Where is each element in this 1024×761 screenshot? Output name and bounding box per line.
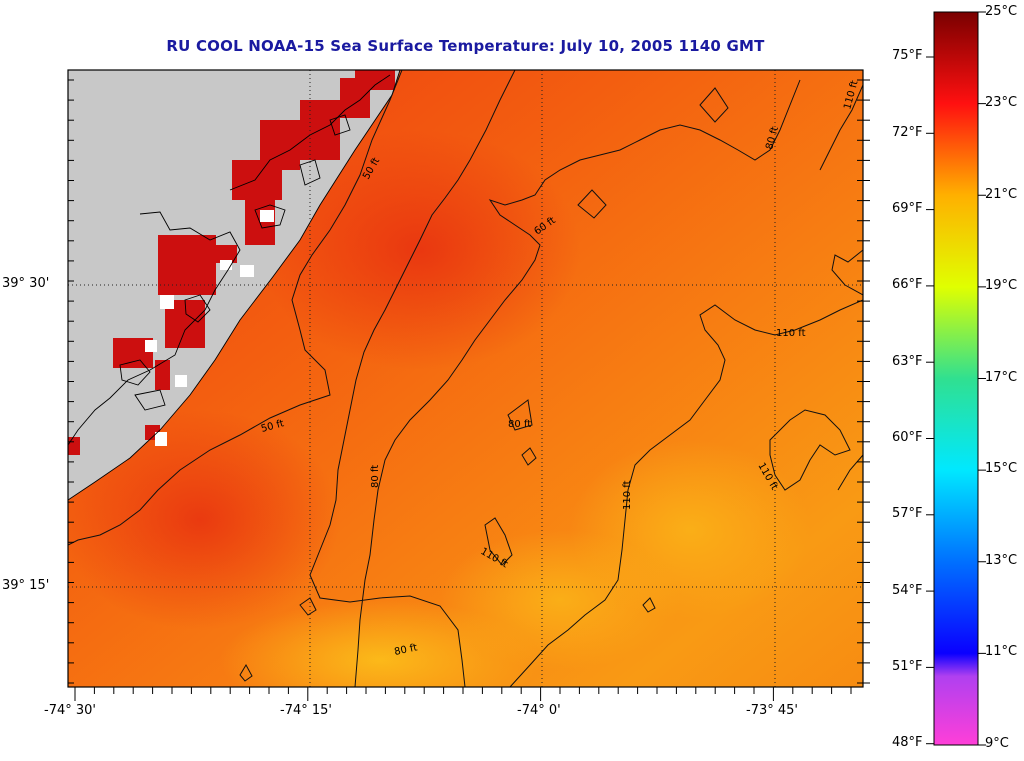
map-title: RU COOL NOAA-15 Sea Surface Temperature:… [166,37,765,55]
lon-label: -74° 30' [44,703,96,718]
fahrenheit-label: 57°F [892,506,923,521]
celsius-label: 15°C [985,461,1018,476]
coastline [68,70,401,501]
fahrenheit-label: 51°F [892,659,923,674]
celsius-label: 21°C [985,187,1018,202]
celsius-label: 11°C [985,644,1018,659]
fahrenheit-label: 72°F [892,125,923,140]
land-area [68,70,400,500]
colorbar [926,11,986,746]
colorbar-fill [933,11,979,746]
celsius-label: 17°C [985,370,1018,385]
contour-label: 80 ft [393,642,418,658]
colorbar-ticks [926,11,986,746]
contour-label: 110 ft [776,328,806,339]
celsius-label: 23°C [985,95,1018,110]
warm-patch [260,130,580,370]
fahrenheit-label: 69°F [892,201,923,216]
axis-ticks [68,79,870,701]
contour-label: 80 ft [508,419,531,430]
fahrenheit-label: 60°F [892,430,923,445]
lon-label: -73° 45' [746,703,798,718]
map-frame [67,69,864,688]
lat-label: 39° 30' [2,276,50,291]
celsius-label: 9°C [985,736,1009,751]
celsius-label: 13°C [985,553,1018,568]
contour-label: 110 ft [622,480,633,510]
graticule [68,70,863,687]
lat-label: 39° 15' [2,578,50,593]
warm-patch [68,410,340,630]
fahrenheit-label: 48°F [892,735,923,750]
contour-label: 80 ft [370,465,381,488]
celsius-label: 25°C [985,4,1018,19]
fahrenheit-label: 63°F [892,354,923,369]
lon-label: -74° 15' [280,703,332,718]
fahrenheit-label: 54°F [892,583,923,598]
fahrenheit-label: 66°F [892,277,923,292]
masked-pixels [145,210,274,446]
lon-label: -74° 0' [517,703,561,718]
bathymetry-contours [68,70,863,687]
fahrenheit-label: 75°F [892,48,923,63]
cool-patch [440,530,680,670]
celsius-label: 19°C [985,278,1018,293]
